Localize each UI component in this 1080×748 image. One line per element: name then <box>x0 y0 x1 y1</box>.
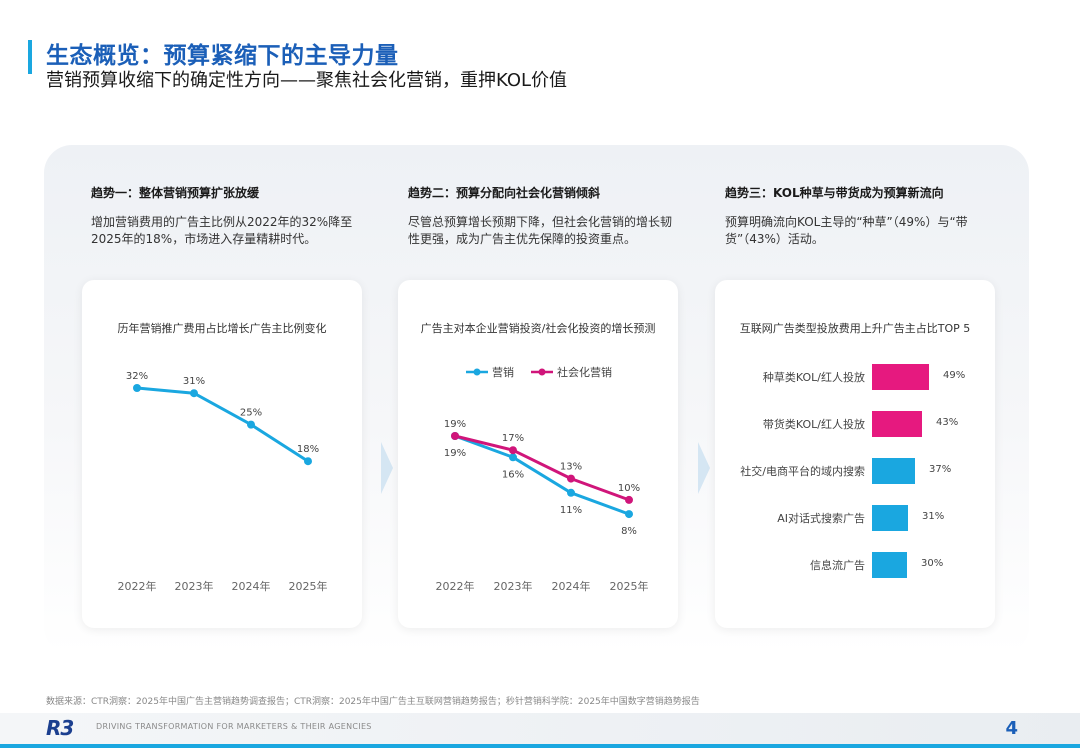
bar <box>872 552 907 578</box>
chart-1-title: 历年营销推广费用占比增长广告主比例变化 <box>117 322 327 335</box>
data-point <box>451 432 459 440</box>
trend-3-heading: 趋势三：KOL种草与带货成为预算新流向 <box>725 186 944 200</box>
legend-label-marketing: 营销 <box>492 365 514 379</box>
data-point <box>247 420 255 429</box>
x-tick-label: 2023年 <box>175 579 214 593</box>
line-chart-1: 2022年 2023年 2024年 2025年 32% 31% 25% 18% <box>118 371 328 593</box>
data-label: 16% <box>502 469 524 480</box>
bar-value-label: 30% <box>921 558 944 569</box>
trend-1-heading: 趋势一：整体营销预算扩张放缓 <box>91 186 260 200</box>
data-point <box>509 446 517 455</box>
data-point <box>133 384 141 392</box>
chart-card-2: 广告主对本企业营销投资/社会化投资的增长预测 营销 社会化营销 2022年 202… <box>398 280 678 628</box>
trend-1: 趋势一：整体营销预算扩张放缓 增加营销费用的广告主比例从2022年的32%降至2… <box>91 184 366 248</box>
chevron-right-icon <box>698 442 710 494</box>
bar-category-label: AI对话式搜索广告 <box>777 512 865 525</box>
data-label: 32% <box>126 371 148 382</box>
page-title: 生态概览：预算紧缩下的主导力量 <box>46 43 399 69</box>
data-label: 8% <box>621 526 637 537</box>
legend-marker-marketing <box>473 368 481 376</box>
data-point <box>625 495 633 504</box>
bar <box>872 411 922 437</box>
bar-category-label: 带货类KOL/红人投放 <box>762 418 865 431</box>
data-label: 19% <box>444 448 466 459</box>
x-tick-label: 2022年 <box>436 579 475 593</box>
chart-card-1: 历年营销推广费用占比增长广告主比例变化 2022年 2023年 2024年 2025年… <box>82 280 362 628</box>
brand-logo: R3 <box>46 716 74 740</box>
bar-row: 社交/电商平台的域内搜索 37% <box>715 458 995 484</box>
legend-label-social: 社会化营销 <box>557 365 612 379</box>
chart-2-title: 广告主对本企业营销投资/社会化投资的增长预测 <box>420 322 656 335</box>
series-line-1 <box>454 434 630 502</box>
data-point <box>625 510 633 519</box>
trend-2-body: 尽管总预算增长预期下降，但社会化营销的增长韧性更强，成为广告主优先保障的投资重点… <box>408 215 673 246</box>
chevron-right-icon <box>381 442 393 494</box>
data-point <box>304 457 312 466</box>
bar-row: AI对话式搜索广告 31% <box>715 505 995 531</box>
data-label: 13% <box>560 462 582 473</box>
data-label: 17% <box>502 433 524 444</box>
x-tick-label: 2022年 <box>118 579 157 593</box>
bar-value-label: 37% <box>929 464 952 475</box>
chart-card-3: 互联网广告类型投放费用上升广告主占比TOP 5 种草类KOL/红人投放 49% 带货… <box>715 280 995 628</box>
bar-row: 信息流广告 30% <box>715 552 995 578</box>
bar-value-label: 31% <box>922 511 945 522</box>
data-point <box>509 453 517 462</box>
data-label: 18% <box>297 444 319 455</box>
data-label: 31% <box>183 376 205 387</box>
bar <box>872 364 929 390</box>
brand-tagline: DRIVING TRANSFORMATION FOR MARKETERS & T… <box>96 722 372 731</box>
data-label: 25% <box>240 408 262 419</box>
footer-band <box>0 713 1080 748</box>
data-point <box>567 474 575 483</box>
trend-3-body: 预算明确流向KOL主导的“种草”（49%）与“带货”（43%）活动。 <box>725 215 968 246</box>
bar-row: 种草类KOL/红人投放 49% <box>715 364 995 390</box>
trend-3: 趋势三：KOL种草与带货成为预算新流向 预算明确流向KOL主导的“种草”（49%… <box>725 184 1000 248</box>
trend-2: 趋势二：预算分配向社会化营销倾斜 尽管总预算增长预期下降，但社会化营销的增长韧性… <box>408 184 683 248</box>
chart-2-legend: 营销 社会化营销 <box>466 365 612 379</box>
trend-2-heading: 趋势二：预算分配向社会化营销倾斜 <box>408 186 601 200</box>
bar-category-label: 信息流广告 <box>810 559 865 572</box>
line-chart-2: 营销 社会化营销 2022年 2023年 2024年 2025年 19% 16% 11% 8%… <box>436 365 649 593</box>
data-label: 19% <box>444 419 466 430</box>
page-number: 4 <box>1005 718 1018 739</box>
data-label: 11% <box>560 505 582 516</box>
x-tick-label: 2024年 <box>232 579 271 593</box>
series-line-0 <box>454 434 630 516</box>
footer-accent-line <box>0 744 1080 748</box>
data-source-note: 数据来源：CTR洞察：2025年中国广告主营销趋势调查报告；CTR洞察：2025… <box>46 697 700 707</box>
legend-marker-social <box>538 368 546 376</box>
trend-1-body: 增加营销费用的广告主比例从2022年的32%降至2025年的18%，市场进入存量… <box>91 215 353 246</box>
data-point <box>190 389 198 398</box>
bar-category-label: 种草类KOL/红人投放 <box>762 371 865 384</box>
x-tick-label: 2025年 <box>289 579 328 593</box>
bar-row: 带货类KOL/红人投放 43% <box>715 411 995 437</box>
data-label: 10% <box>618 483 640 494</box>
x-tick-label: 2024年 <box>552 579 591 593</box>
page-subtitle: 营销预算收缩下的确定性方向——聚焦社会化营销，重押KOL价值 <box>46 70 568 91</box>
bar <box>872 505 908 531</box>
series-line-0 <box>136 386 309 463</box>
data-point <box>567 488 575 497</box>
x-tick-label: 2023年 <box>494 579 533 593</box>
x-tick-label: 2025年 <box>610 579 649 593</box>
title-accent-bar <box>28 40 32 74</box>
chart-3-title: 互联网广告类型投放费用上升广告主占比TOP 5 <box>739 322 971 335</box>
bar-value-label: 43% <box>936 417 959 428</box>
bar <box>872 458 915 484</box>
bar-value-label: 49% <box>943 370 966 381</box>
bar-category-label: 社交/电商平台的域内搜索 <box>740 465 865 478</box>
